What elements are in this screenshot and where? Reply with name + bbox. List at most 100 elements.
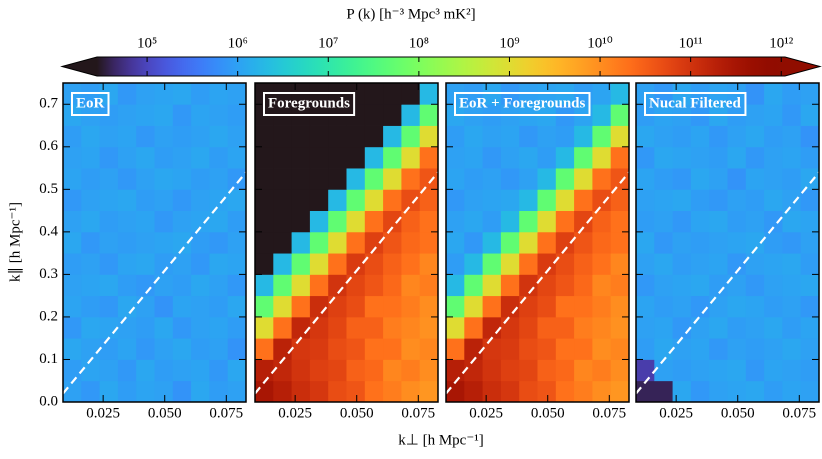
heatmap-cell [191, 189, 210, 211]
heatmap-cell [81, 253, 100, 275]
y-tick-label: 0.3 [39, 266, 58, 282]
heatmap-cell [401, 231, 421, 254]
heatmap-cell [328, 316, 347, 339]
heatmap-cell [191, 295, 210, 318]
heatmap-cell [346, 125, 366, 148]
heatmap-cell [555, 274, 575, 297]
heatmap-cell [745, 316, 765, 339]
heatmap-cell [482, 338, 502, 360]
heatmap-cell [63, 316, 82, 339]
heatmap-cell [309, 168, 329, 190]
heatmap-cell [592, 380, 612, 403]
heatmap-cell [419, 338, 439, 360]
y-tick-label: 0.7 [39, 96, 58, 112]
heatmap-cell [383, 274, 402, 297]
heatmap-cell [610, 210, 630, 233]
heatmap-cell [464, 168, 483, 190]
heatmap-cell [464, 316, 483, 339]
heatmap-cell [519, 210, 538, 233]
heatmap-cell [610, 146, 630, 169]
heatmap-cell [446, 295, 465, 318]
heatmap-cell [745, 83, 765, 105]
heatmap-cell [690, 359, 710, 382]
heatmap-cell [672, 168, 692, 190]
heatmap-cell [309, 125, 329, 148]
heatmap-cell [519, 253, 538, 275]
heatmap-cell [500, 125, 520, 148]
heatmap-cell [346, 359, 366, 382]
heatmap-cell [537, 231, 557, 254]
heatmap-cell [764, 168, 783, 190]
heatmap-cell [764, 189, 783, 211]
heatmap-cell [610, 231, 630, 254]
heatmap-cell [709, 168, 728, 190]
heatmap-cell [690, 125, 710, 148]
heatmap-cell [690, 380, 710, 403]
heatmap-cell [136, 359, 155, 382]
heatmap-cell [446, 316, 465, 339]
heatmap-cell [500, 210, 520, 233]
heatmap-cell [574, 168, 593, 190]
heatmap-cell [782, 210, 802, 233]
x-tick-label: 0.025 [278, 405, 312, 421]
heatmap-cell [500, 168, 520, 190]
y-tick-label: 0.0 [39, 393, 58, 409]
heatmap-cell [745, 146, 765, 169]
heatmap-cell [782, 295, 802, 318]
heatmap-cell [383, 295, 402, 318]
heatmap-cell [401, 83, 421, 105]
heatmap-cell [255, 380, 274, 403]
heatmap-cell [464, 380, 483, 403]
heatmap-cell [654, 274, 673, 297]
heatmap-cell [172, 104, 192, 126]
heatmap-cell [383, 231, 402, 254]
heatmap-cell [672, 189, 692, 211]
heatmap-cell [782, 359, 802, 382]
heatmap-cell [727, 231, 747, 254]
heatmap-cell [154, 274, 174, 297]
heatmap-cell [727, 146, 747, 169]
heatmap-cell [500, 274, 520, 297]
heatmap-cell [592, 125, 612, 148]
heatmap-cell [709, 189, 728, 211]
heatmap-cell [782, 274, 802, 297]
panel-label: EoR + Foregrounds [459, 95, 586, 111]
heatmap-cell [636, 125, 655, 148]
heatmap-cell [537, 189, 557, 211]
heatmap-cell [709, 253, 728, 275]
heatmap-cell [636, 189, 655, 211]
heatmap-cell [419, 210, 439, 233]
heatmap-cell [464, 253, 483, 275]
heatmap-cell [764, 146, 783, 169]
heatmap-cell [209, 274, 229, 297]
heatmap-cell [636, 231, 655, 254]
heatmap-cell [592, 338, 612, 360]
heatmap-cell [99, 359, 119, 382]
heatmap-cell [419, 104, 439, 126]
heatmap-cell [555, 338, 575, 360]
heatmap-cell [654, 146, 673, 169]
heatmap-cell [63, 189, 82, 211]
heatmap-cell [81, 380, 100, 403]
heatmap-cell [364, 104, 384, 126]
heatmap-cell [172, 359, 192, 382]
heatmap-cell [191, 253, 210, 275]
heatmap-cell [672, 338, 692, 360]
heatmap-cell [537, 359, 557, 382]
x-tick-label: 0.025 [659, 405, 693, 421]
heatmap-cell [383, 359, 402, 382]
heatmap-cell [154, 189, 174, 211]
heatmap-cell [654, 189, 673, 211]
heatmap-cell [727, 168, 747, 190]
heatmap-cell [81, 210, 100, 233]
heatmap-cell [500, 253, 520, 275]
heatmap-cell [764, 316, 783, 339]
heatmap-cell [419, 274, 439, 297]
heatmap-cell [81, 189, 100, 211]
heatmap-cell [81, 168, 100, 190]
heatmap-cell [209, 359, 229, 382]
heatmap-cell [273, 338, 292, 360]
heatmap-cell [672, 316, 692, 339]
heatmap-cell [309, 189, 329, 211]
